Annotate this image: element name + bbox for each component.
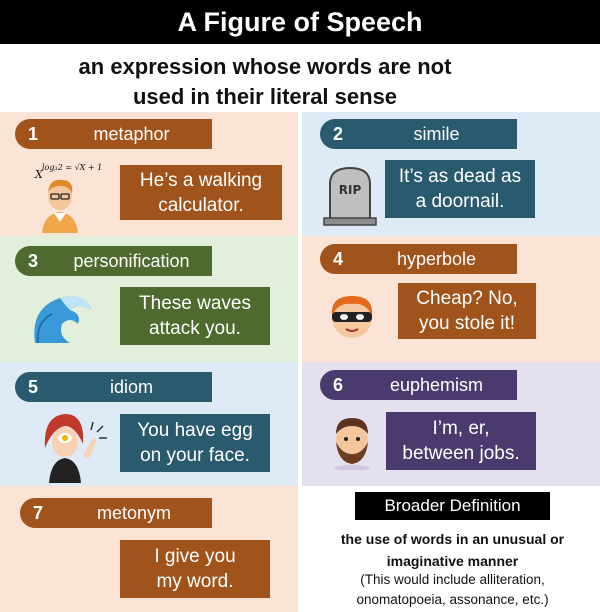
term-number: 2 (332, 123, 343, 144)
student-with-math-formula-icon: X log₃2 = √X + 1 (30, 158, 110, 233)
term-label: idiom (109, 376, 153, 397)
term-label: metonym (96, 502, 172, 523)
term-number: 5 (27, 376, 38, 397)
broader-definition-note: (This would include alliteration, onomat… (356, 572, 549, 607)
term-pill-metaphor: 1 metaphor (15, 119, 212, 149)
broader-definition-title: Broader Definition (355, 492, 550, 520)
math-formula-text: log₃2 = √X + 1 (42, 163, 102, 172)
term-number: 1 (27, 123, 38, 144)
example-hyperbole: Cheap? No, you stole it! (398, 283, 536, 339)
masked-thief-icon (322, 292, 382, 342)
term-pill-metonym: 7 metonym (20, 498, 212, 528)
term-number: 4 (332, 248, 343, 269)
page-title: A Figure of Speech (0, 0, 600, 44)
term-label: personification (73, 250, 190, 271)
woman-with-egg-icon (35, 408, 115, 483)
example-metonym: I give you my word. (120, 540, 270, 598)
tombstone-icon: RIP (320, 162, 380, 227)
page-subtitle: an expression whose words are not used i… (78, 54, 452, 109)
bearded-man-icon (322, 412, 382, 471)
example-idiom: You have egg on your face. (120, 414, 270, 472)
term-label: euphemism (389, 374, 484, 395)
example-metaphor: He’s a walking calculator. (120, 165, 282, 220)
term-label: metaphor (93, 123, 170, 144)
term-pill-simile: 2 simile (320, 119, 517, 149)
term-number: 6 (332, 374, 343, 395)
term-number: 7 (32, 502, 43, 523)
example-simile: It’s as dead as a doornail. (385, 160, 535, 218)
term-number: 3 (27, 250, 38, 271)
ocean-wave-icon (30, 288, 110, 348)
term-pill-euphemism: 6 euphemism (320, 370, 517, 400)
math-var-text: X (34, 168, 44, 181)
term-label: simile (413, 123, 460, 144)
term-label: hyperbole (396, 248, 477, 269)
example-euphemism: I’m, er, between jobs. (386, 412, 536, 470)
broader-definition-text: the use of words in an unusual or imagin… (340, 531, 565, 569)
example-personification: These waves attack you. (120, 287, 270, 345)
tombstone-text: RIP (339, 183, 362, 197)
term-pill-idiom: 5 idiom (15, 372, 212, 402)
term-pill-hyperbole: 4 hyperbole (320, 244, 517, 274)
term-pill-personification: 3 personification (15, 246, 212, 276)
